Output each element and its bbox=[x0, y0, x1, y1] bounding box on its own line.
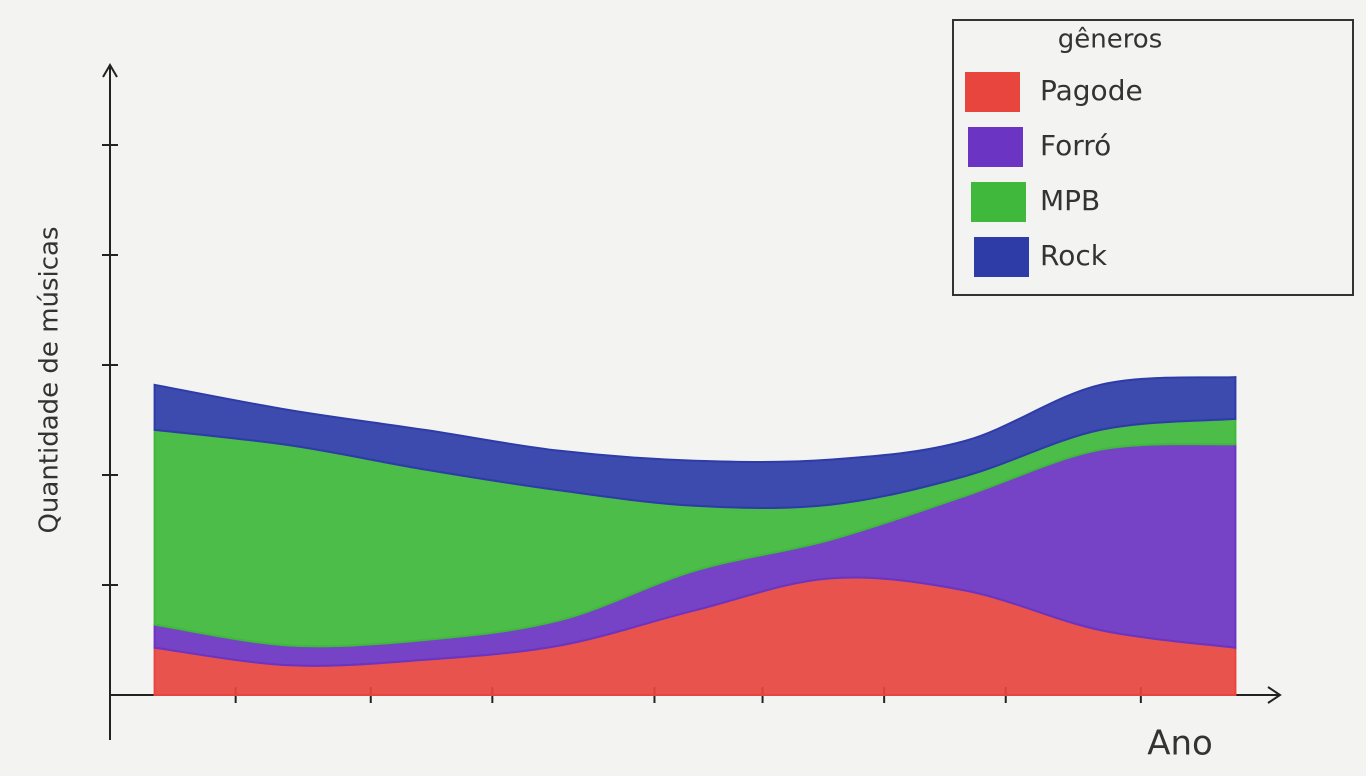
legend-swatch bbox=[965, 72, 1020, 112]
y-axis-title: Quantidade de músicas bbox=[35, 226, 65, 533]
legend-label: Forró bbox=[1040, 129, 1111, 162]
legend-label: MPB bbox=[1040, 184, 1100, 217]
legend-label: Pagode bbox=[1040, 74, 1143, 107]
x-axis-title: Ano bbox=[1147, 724, 1213, 764]
legend-label: Rock bbox=[1040, 239, 1108, 272]
legend-swatch bbox=[974, 237, 1029, 277]
area bbox=[153, 376, 1237, 509]
legend-box bbox=[952, 19, 1354, 296]
y-axis bbox=[102, 63, 118, 740]
legend-swatch bbox=[968, 127, 1023, 167]
legend-swatch bbox=[971, 182, 1026, 222]
legend-title: gêneros bbox=[1058, 25, 1163, 55]
